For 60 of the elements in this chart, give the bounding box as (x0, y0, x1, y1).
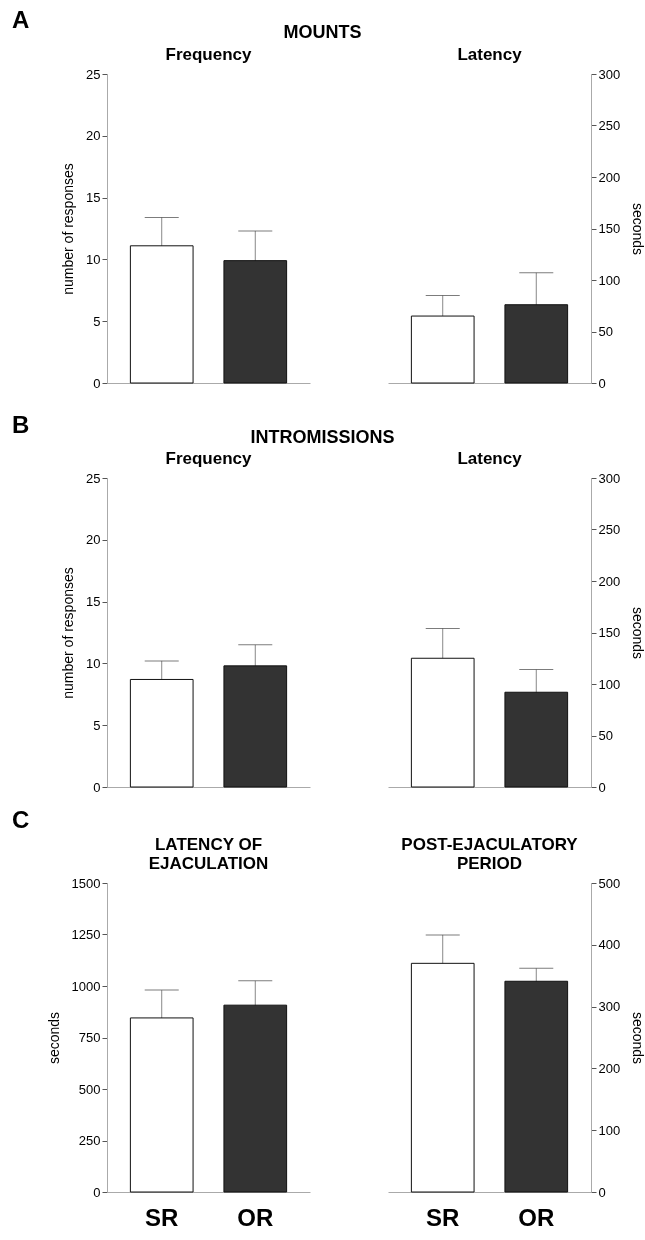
text: B (12, 411, 30, 439)
y-tick-label: 500 (78, 1081, 101, 1097)
y2-tick-label: 100 (598, 272, 621, 288)
chart-title: Latency (457, 449, 523, 468)
chart-title: LATENCY OF EJACULATION (148, 835, 269, 873)
y2-tick-label: 100 (598, 1122, 621, 1138)
y-tick-label: 20 (86, 532, 101, 548)
y2-tick-label: 0 (598, 375, 606, 391)
x-tick-label: OR (237, 1203, 274, 1231)
y2-axis-title: seconds (630, 606, 645, 660)
y-tick-label: 1000 (71, 978, 101, 994)
y-tick-label: 0 (93, 375, 101, 391)
text: INTROMISSIONS (250, 427, 395, 447)
x-tick-label: SR (426, 1203, 460, 1231)
y2-tick-label: 50 (598, 728, 613, 743)
text: MOUNTS (283, 22, 362, 42)
y-tick-label: 10 (86, 655, 101, 671)
text: C (12, 806, 30, 834)
y-axis-title: number of responses (60, 567, 77, 699)
x-tick-label: OR (518, 1203, 555, 1231)
chart-title: POST-EJACULATORY PERIOD (401, 835, 579, 873)
chart-title: Frequency (165, 449, 253, 468)
y2-tick-label: 500 (598, 875, 621, 891)
y2-tick-label: 50 (598, 324, 613, 339)
y2-tick-label: 0 (598, 1184, 606, 1200)
y-tick-label: 750 (78, 1030, 101, 1045)
text: A (12, 6, 30, 34)
y2-tick-label: 300 (598, 66, 621, 82)
y-tick-label: 0 (93, 779, 101, 795)
y-tick-label: 250 (78, 1133, 101, 1148)
y-tick-label: 25 (86, 470, 101, 486)
chart-title: Frequency (165, 45, 253, 64)
y2-tick-label: 200 (598, 573, 621, 589)
y2-tick-label: 400 (598, 937, 621, 953)
y2-tick-label: 100 (598, 676, 621, 692)
y2-tick-label: 150 (598, 625, 621, 640)
y2-axis-title: seconds (630, 202, 645, 256)
y2-tick-label: 250 (598, 118, 621, 133)
y-tick-label: 5 (93, 313, 101, 329)
y-tick-label: 10 (86, 251, 101, 267)
chart-title: Latency (457, 45, 523, 64)
y-axis-title: seconds (45, 1011, 62, 1065)
y-tick-label: 0 (93, 1184, 101, 1200)
y-tick-label: 5 (93, 717, 101, 733)
y-tick-label: 1250 (71, 927, 101, 942)
x-tick-label: SR (145, 1203, 179, 1231)
y2-tick-label: 150 (598, 221, 621, 236)
y2-tick-label: 200 (598, 169, 621, 185)
y-tick-label: 20 (86, 128, 101, 144)
y2-tick-label: 300 (598, 999, 621, 1015)
y-tick-label: 25 (86, 66, 101, 82)
y2-tick-label: 0 (598, 779, 606, 795)
y2-tick-label: 300 (598, 470, 621, 486)
y-tick-label: 15 (86, 594, 101, 610)
y-tick-label: 15 (86, 190, 101, 206)
y2-tick-label: 250 (598, 522, 621, 537)
y2-tick-label: 200 (598, 1060, 621, 1076)
y-tick-label: 1500 (71, 875, 101, 891)
y-axis-title: number of responses (60, 163, 77, 295)
y2-axis-title: seconds (630, 1011, 645, 1065)
